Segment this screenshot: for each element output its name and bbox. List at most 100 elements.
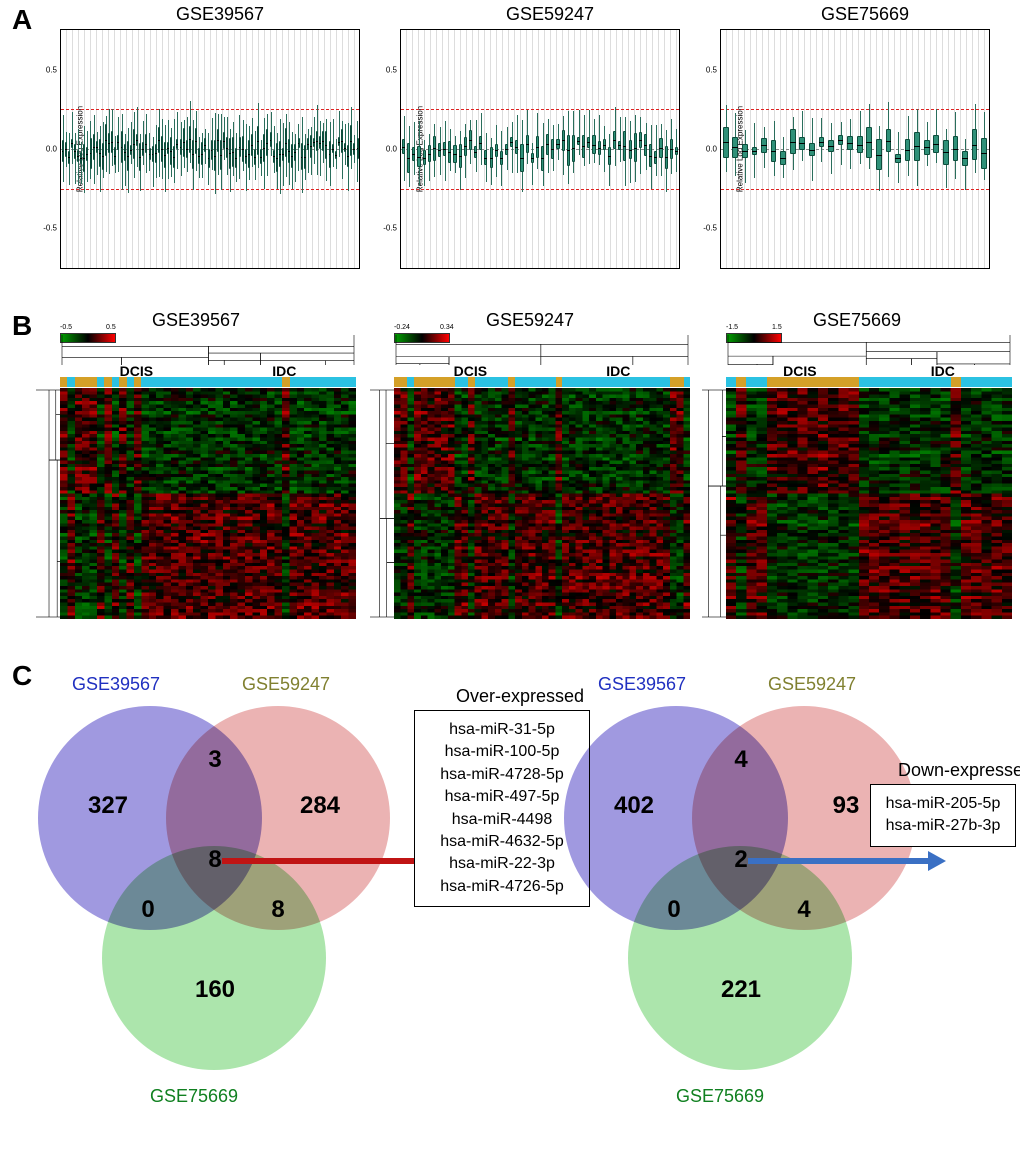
venn-over-count-b: 284 (300, 792, 340, 820)
boxplot-sample (356, 30, 359, 268)
heatmap-legend-max: 1.5 (772, 324, 782, 331)
venn-down-label-a: GSE39567 (598, 674, 686, 695)
boxplot-sample (759, 30, 769, 268)
boxplot-1: GSE39567 Relative Log Expression -0.50.0… (60, 4, 380, 269)
box-area (721, 30, 989, 268)
boxplot-sample (769, 30, 779, 268)
panel-c: GSE39567 GSE59247 GSE75669 327 284 160 3… (0, 650, 1020, 1149)
boxplot-3-title: GSE75669 (720, 4, 1010, 25)
boxplot-sample (893, 30, 903, 268)
venn-down-count-abc: 2 (734, 846, 747, 874)
boxplot-sample (826, 30, 836, 268)
heatmap-top-dendrogram (60, 335, 356, 365)
y-tick-label: 0.5 (39, 65, 57, 74)
venn-over-circle-c (102, 846, 326, 1070)
mirna-item: hsa-miR-205-5p (881, 793, 1005, 815)
y-tick-label: -0.5 (39, 224, 57, 233)
boxplot-sample (798, 30, 808, 268)
boxplot-sample (731, 30, 741, 268)
boxplot-sample (750, 30, 760, 268)
heatmap-2-title: GSE59247 (370, 310, 690, 331)
heatmap-body (60, 388, 356, 619)
boxplot-sample (845, 30, 855, 268)
boxplot-sample (807, 30, 817, 268)
boxplot-3: GSE75669 Relative Log Expression -0.50.0… (720, 4, 1010, 269)
boxplot-sample (874, 30, 884, 268)
venn-down-circle-c (628, 846, 852, 1070)
venn-over-count-abc: 8 (208, 846, 221, 874)
boxplot-sample (912, 30, 922, 268)
panel-a: GSE39567 Relative Log Expression -0.50.0… (0, 0, 1020, 300)
venn-over: GSE39567 GSE59247 GSE75669 327 284 160 3… (30, 680, 410, 1100)
boxplot-sample (674, 30, 679, 268)
venn-down-count-ab: 4 (734, 746, 747, 774)
arrow-down-head (928, 851, 946, 871)
heatmap-1-title: GSE39567 (36, 310, 356, 331)
heatmap-group-bar (60, 377, 356, 387)
boxplot-2-title: GSE59247 (400, 4, 700, 25)
heatmap-legend-max: 0.34 (440, 324, 454, 331)
heatmap-top-dendrogram (726, 335, 1012, 365)
box-area (61, 30, 359, 268)
boxplot-sample (884, 30, 894, 268)
y-tick-label: 0.5 (699, 65, 717, 74)
heatmap-legend-min: -1.5 (726, 324, 738, 331)
venn-over-count-ac: 0 (141, 896, 154, 924)
heatmap-legend-max: 0.5 (106, 324, 116, 331)
heatmap-3: GSE75669 -1.51.5DCISIDC (702, 310, 1012, 620)
y-tick-label: -0.5 (379, 224, 397, 233)
heatmap-group-bar (726, 377, 1012, 387)
arrow-over (222, 858, 422, 864)
y-tick-label: -0.5 (699, 224, 717, 233)
venn-down: GSE39567 GSE59247 GSE75669 402 93 221 4 … (556, 680, 936, 1100)
venn-over-count-ab: 3 (208, 746, 221, 774)
venn-over-count-c: 160 (195, 976, 235, 1004)
heatmap-left-dendrogram (702, 388, 726, 619)
heatmap-legend-min: -0.24 (394, 324, 410, 331)
boxplot-sample (970, 30, 980, 268)
boxplot-sample (979, 30, 989, 268)
heatmap-left-dendrogram (370, 388, 394, 619)
y-tick-label: 0.0 (699, 145, 717, 154)
boxplot-sample (721, 30, 731, 268)
boxplot-2: GSE59247 Relative Log Expression -0.50.0… (400, 4, 700, 269)
panel-b: GSE39567 -0.50.5DCISIDC GSE59247 -0.240.… (0, 310, 1020, 630)
boxplot-sample (788, 30, 798, 268)
heatmap-1: GSE39567 -0.50.5DCISIDC (36, 310, 356, 620)
venn-over-count-bc: 8 (271, 896, 284, 924)
heatmap-group-bar (394, 377, 690, 387)
boxplot-sample (836, 30, 846, 268)
venn-down-count-b: 93 (833, 792, 860, 820)
boxplot-sample (865, 30, 875, 268)
boxplot-sample (903, 30, 913, 268)
venn-down-count-c: 221 (721, 976, 761, 1004)
y-tick-label: 0.0 (39, 145, 57, 154)
heatmap-left-dendrogram (36, 388, 60, 619)
downexpressed-list: hsa-miR-205-5phsa-miR-27b-3p (870, 784, 1016, 847)
venn-down-count-bc: 4 (797, 896, 810, 924)
boxplot-sample (960, 30, 970, 268)
boxplot-sample (778, 30, 788, 268)
heatmap-body (726, 388, 1012, 619)
boxplot-sample (922, 30, 932, 268)
y-tick-label: 0.5 (379, 65, 397, 74)
downexpressed-title: Down-expressed (898, 760, 1020, 781)
heatmap-body (394, 388, 690, 619)
venn-over-label-a: GSE39567 (72, 674, 160, 695)
boxplot-1-title: GSE39567 (60, 4, 380, 25)
venn-over-label-c: GSE75669 (150, 1086, 238, 1107)
venn-over-label-b: GSE59247 (242, 674, 330, 695)
venn-down-count-ac: 0 (667, 896, 680, 924)
box-area (401, 30, 679, 268)
venn-down-count-a: 402 (614, 792, 654, 820)
venn-down-label-c: GSE75669 (676, 1086, 764, 1107)
heatmap-3-title: GSE75669 (702, 310, 1012, 331)
mirna-item: hsa-miR-27b-3p (881, 815, 1005, 837)
arrow-down (748, 858, 932, 864)
heatmap-top-dendrogram (394, 335, 690, 365)
boxplot-sample (740, 30, 750, 268)
venn-over-count-a: 327 (88, 792, 128, 820)
boxplot-sample (855, 30, 865, 268)
boxplot-sample (817, 30, 827, 268)
heatmap-legend-min: -0.5 (60, 324, 72, 331)
